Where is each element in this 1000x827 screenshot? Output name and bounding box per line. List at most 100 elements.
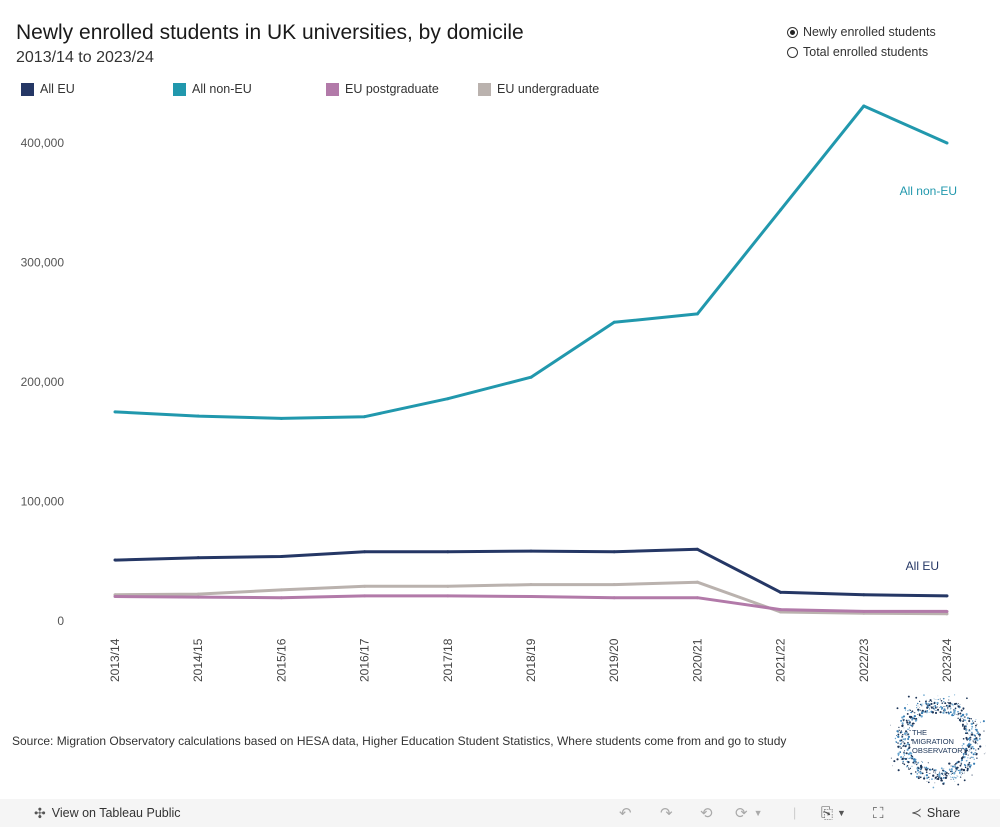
data-point[interactable] — [363, 584, 367, 588]
data-point[interactable] — [196, 595, 200, 599]
radio-newly-enrolled[interactable]: Newly enrolled students — [787, 22, 936, 42]
logo-dot — [932, 704, 934, 706]
x-tick-label: 2014/15 — [191, 638, 205, 682]
logo-dot — [939, 707, 941, 709]
data-point[interactable] — [196, 592, 200, 596]
download-button[interactable]: ⎘ ▼ — [821, 799, 846, 827]
data-point[interactable] — [196, 556, 200, 560]
logo-dot — [907, 723, 909, 726]
logo-dot — [947, 701, 949, 703]
data-point[interactable] — [695, 596, 699, 600]
data-point[interactable] — [695, 580, 699, 584]
undo-button[interactable]: ↶ — [619, 799, 632, 827]
logo-dot — [975, 751, 977, 753]
data-point[interactable] — [945, 612, 949, 616]
data-point[interactable] — [695, 547, 699, 551]
radio-selected-icon[interactable] — [787, 26, 798, 38]
view-on-tableau-button[interactable]: ✣ View on Tableau Public — [34, 799, 181, 827]
data-point[interactable] — [779, 608, 783, 612]
series-line-all-eu[interactable] — [114, 547, 948, 598]
logo-dot — [970, 756, 972, 758]
data-point[interactable] — [612, 583, 616, 587]
data-point[interactable] — [529, 549, 533, 553]
logo-dot — [970, 718, 972, 720]
logo-dot — [907, 757, 908, 759]
data-point[interactable] — [446, 584, 450, 588]
data-point[interactable] — [363, 594, 367, 598]
share-button[interactable]: ≺ Share — [911, 799, 960, 827]
data-point[interactable] — [945, 141, 949, 145]
radio-total-enrolled[interactable]: Total enrolled students — [787, 42, 936, 62]
data-point[interactable] — [779, 208, 783, 212]
migration-observatory-logo[interactable]: THE MIGRATION OBSERVATORY — [890, 693, 986, 789]
data-point[interactable] — [695, 312, 699, 316]
series-line-eu-postgraduate[interactable] — [114, 594, 947, 613]
logo-dot — [925, 700, 927, 703]
data-point[interactable] — [363, 550, 367, 554]
data-point[interactable] — [612, 550, 616, 554]
logo-dot — [934, 782, 936, 784]
logo-text-line: THE — [912, 728, 927, 737]
data-point[interactable] — [862, 104, 866, 108]
logo-dot — [956, 714, 958, 715]
data-point[interactable] — [113, 410, 117, 414]
logo-dot — [983, 753, 985, 755]
legend-item-eu-postgraduate[interactable]: EU postgraduate — [326, 82, 439, 96]
radio-unselected-icon[interactable] — [787, 46, 798, 58]
logo-dot — [942, 711, 945, 714]
data-point[interactable] — [529, 375, 533, 379]
data-point[interactable] — [862, 593, 866, 597]
logo-dot — [965, 713, 968, 716]
data-point[interactable] — [862, 609, 866, 613]
logo-dot — [949, 768, 951, 770]
x-tick-label: 2017/18 — [441, 638, 455, 682]
data-point[interactable] — [612, 320, 616, 324]
logo-dot — [941, 779, 943, 782]
data-point[interactable] — [279, 554, 283, 558]
data-point[interactable] — [945, 594, 949, 598]
data-point[interactable] — [113, 558, 117, 562]
data-point[interactable] — [779, 610, 783, 614]
fullscreen-button[interactable]: ⛶ — [873, 799, 884, 827]
legend-item-all-non-eu[interactable]: All non-EU — [173, 82, 252, 96]
data-point[interactable] — [612, 596, 616, 600]
data-point[interactable] — [279, 588, 283, 592]
data-point[interactable] — [113, 595, 117, 599]
logo-dot — [947, 708, 949, 710]
data-point[interactable] — [529, 583, 533, 587]
logo-dot — [965, 731, 967, 733]
logo-dot — [955, 767, 958, 770]
logo-dot — [913, 760, 916, 763]
logo-dot — [902, 738, 905, 741]
data-point[interactable] — [446, 550, 450, 554]
redo-button[interactable]: ↷ — [660, 799, 673, 827]
x-tick-label: 2021/22 — [774, 638, 788, 682]
logo-dot — [970, 746, 972, 748]
data-point[interactable] — [945, 609, 949, 613]
logo-dot — [949, 701, 951, 703]
logo-dot — [966, 769, 969, 772]
logo-dot — [966, 716, 970, 720]
logo-dot — [914, 719, 918, 722]
data-point[interactable] — [529, 595, 533, 599]
logo-dot — [975, 737, 978, 740]
logo-dot — [897, 752, 900, 756]
logo-dot — [935, 773, 937, 775]
logo-dot — [921, 760, 922, 762]
data-point[interactable] — [363, 415, 367, 419]
refresh-button[interactable]: ⟳ ▼ — [735, 799, 763, 827]
data-point[interactable] — [446, 397, 450, 401]
logo-dot — [966, 723, 968, 725]
series-line-all-non-eu[interactable] — [114, 104, 948, 420]
data-point[interactable] — [446, 594, 450, 598]
data-point[interactable] — [279, 596, 283, 600]
logo-dot — [972, 722, 975, 724]
data-point[interactable] — [779, 590, 783, 594]
data-point[interactable] — [279, 416, 283, 420]
legend-item-eu-undergraduate[interactable]: EU undergraduate — [478, 82, 599, 96]
y-tick-label: 100,000 — [21, 495, 65, 509]
legend-item-all-eu[interactable]: All EU — [21, 82, 75, 96]
data-point[interactable] — [196, 414, 200, 418]
revert-button[interactable]: ⟲ — [700, 799, 713, 827]
